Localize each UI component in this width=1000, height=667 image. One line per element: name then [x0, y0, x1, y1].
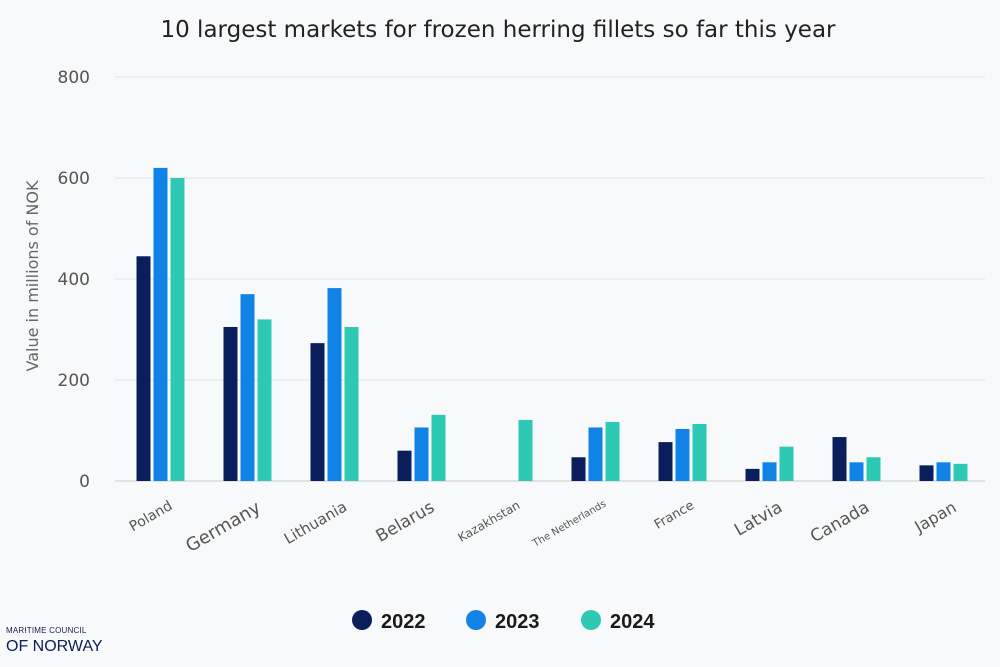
bar-france-2024: [692, 423, 707, 481]
bar-germany-2024: [257, 319, 272, 481]
x-tick-label: Canada: [807, 497, 873, 547]
bar-japan-2024: [953, 463, 968, 481]
x-tick-label: Lithuania: [281, 498, 350, 548]
chart-title: 10 largest markets for frozen herring fi…: [160, 17, 836, 43]
bar-belarus-2023: [414, 427, 429, 481]
bar-france-2022: [658, 442, 673, 481]
y-tick-label: 600: [58, 169, 90, 189]
legend-label: 2022: [381, 611, 426, 633]
y-axis-label: Value in millions of NOK: [23, 180, 42, 371]
bar-latvia-2023: [762, 462, 777, 481]
bar-poland-2022: [136, 256, 151, 481]
y-tick-label: 0: [79, 472, 90, 492]
legend: 2022 2023 2024: [352, 610, 655, 633]
x-axis-ticks: Poland Germany Lithuania Belarus Kazakhstan T…: [127, 497, 960, 557]
x-tick-label: Latvia: [731, 497, 786, 540]
bar-the-netherlands-2024: [605, 421, 620, 481]
y-tick-label: 200: [58, 371, 90, 391]
bar-canada-2022: [832, 437, 847, 481]
maritime-council-logo: MARITIME COUNCIL OF NORWAY: [6, 626, 103, 656]
x-tick-label: France: [652, 498, 697, 533]
bar-belarus-2024: [431, 414, 446, 481]
bar-latvia-2024: [779, 446, 794, 481]
x-tick-label: The Netherlands: [530, 499, 608, 550]
bar-the-netherlands-2022: [571, 457, 586, 481]
bar-canada-2024: [866, 457, 881, 481]
bar-canada-2023: [849, 462, 864, 481]
logo-line-1: MARITIME COUNCIL: [6, 626, 87, 635]
bar-the-netherlands-2023: [588, 427, 603, 481]
bar-poland-2023: [153, 167, 168, 481]
bar-france-2023: [675, 428, 690, 481]
bar-belarus-2022: [397, 450, 412, 481]
bar-kazakhstan-2024: [518, 419, 533, 481]
logo-line-2: OF NORWAY: [6, 638, 103, 655]
legend-label: 2023: [495, 611, 540, 633]
x-tick-label: Japan: [910, 497, 959, 536]
y-tick-label: 400: [58, 270, 90, 290]
bars: [136, 167, 968, 481]
legend-label: 2024: [610, 611, 655, 633]
bar-japan-2023: [936, 462, 951, 481]
bar-latvia-2022: [745, 468, 760, 481]
bar-germany-2023: [240, 294, 255, 481]
bar-lithuania-2024: [344, 326, 359, 481]
bar-poland-2024: [170, 178, 185, 481]
bar-japan-2022: [919, 465, 934, 481]
bar-lithuania-2023: [327, 288, 342, 481]
x-tick-label: Poland: [127, 498, 175, 535]
bar-lithuania-2022: [310, 343, 325, 481]
y-tick-label: 800: [58, 68, 90, 88]
x-tick-label: Kazakhstan: [456, 498, 523, 545]
x-tick-label: Germany: [182, 497, 264, 557]
x-tick-label: Belarus: [373, 497, 438, 546]
legend-swatch: [352, 610, 372, 630]
y-axis-ticks: 0 200 400 600 800: [58, 68, 90, 492]
legend-swatch: [466, 610, 486, 630]
bar-germany-2022: [223, 326, 238, 481]
legend-swatch: [581, 610, 601, 630]
